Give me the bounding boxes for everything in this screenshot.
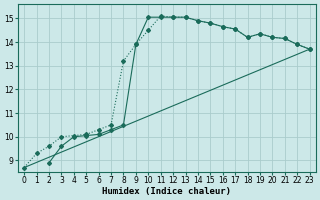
X-axis label: Humidex (Indice chaleur): Humidex (Indice chaleur): [102, 187, 231, 196]
